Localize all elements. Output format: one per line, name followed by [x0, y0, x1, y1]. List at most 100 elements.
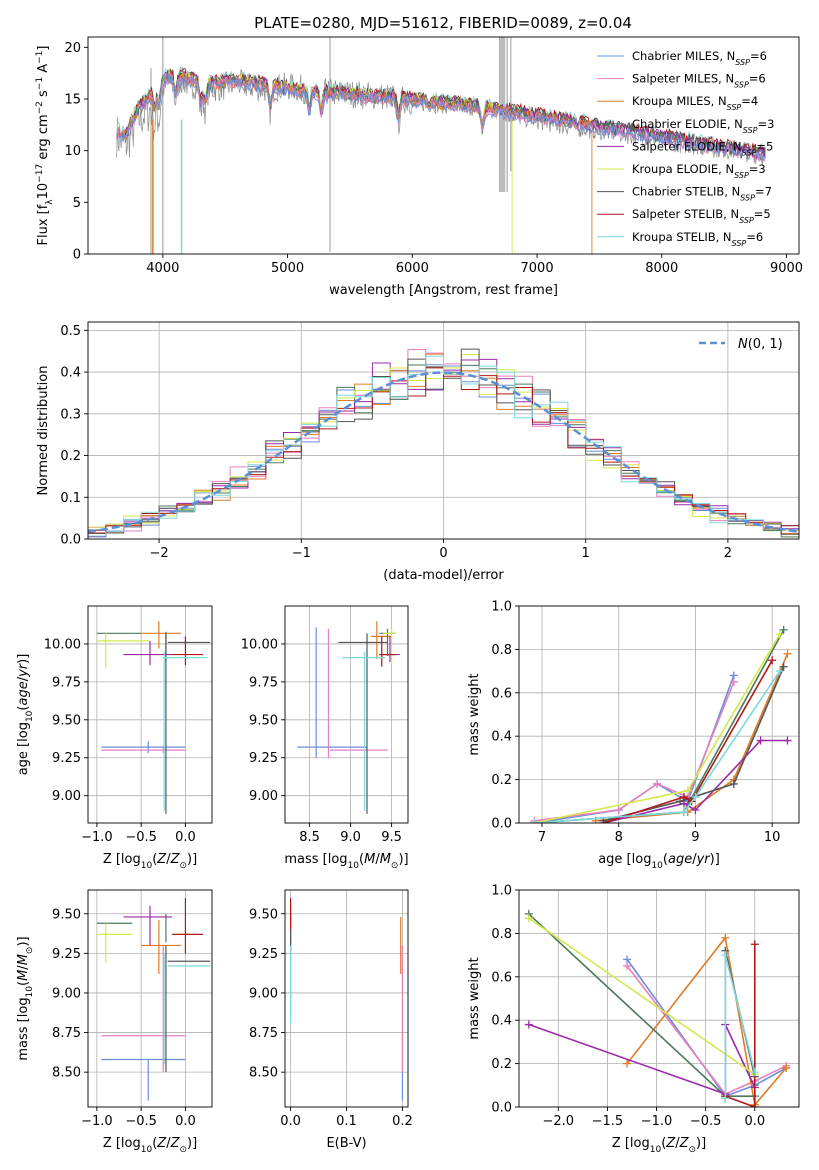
figure-title: PLATE=0280, MJD=51612, FIBERID=0089, z=0… [254, 14, 632, 32]
x-tick-label: 0.1 [336, 1114, 357, 1129]
y-tick-label: 9.50 [249, 713, 278, 728]
x-tick-label: 0.2 [392, 1114, 413, 1129]
legend-entry: Chabrier ELODIE, NSSP=3 [632, 117, 774, 135]
mass-weight-series-line [595, 653, 789, 822]
axes-frame [518, 605, 800, 824]
mass-weight-marker [750, 940, 759, 949]
y-tick-label: 9.25 [249, 947, 278, 962]
x-axis-label: Z [log10(Z/Z⊙)] [612, 1136, 706, 1155]
errorbar-point [297, 627, 367, 758]
y-tick-label: 9.25 [249, 751, 278, 766]
plot-area-mass-vs-EBV [289, 897, 404, 1101]
x-tick-label: 10 [764, 830, 781, 845]
mass-weight-marker [530, 819, 539, 823]
x-tick-label: 8000 [645, 261, 678, 276]
errorbar-point [96, 923, 133, 963]
y-tick-label: 8.50 [249, 1066, 278, 1081]
x-tick-label: 0 [439, 546, 447, 561]
y-tick-label: 0.8 [491, 643, 512, 658]
y-tick-label: 8.50 [52, 1066, 81, 1081]
x-tick-label: 5000 [271, 261, 304, 276]
y-tick-label: 0.2 [491, 773, 512, 788]
errorbar-point [101, 741, 186, 754]
y-tick-label: 0.3 [60, 407, 81, 422]
mass-weight-marker [782, 1063, 791, 1072]
x-axis-label: Z [log10(Z/Z⊙)] [103, 1136, 197, 1155]
errorbar-point [101, 1058, 186, 1101]
panel-residuals: −2 −1 0 1 2 0.0 0.1 0.2 0.3 0.4 0.5 (data-model)/er… [36, 321, 800, 583]
errorbar-point [327, 628, 388, 758]
errorbar-point [172, 897, 204, 954]
panel-massweight-vs-age: 7 8 9 10 0.0 0.2 0.4 0.6 0.8 1.0 age [log10(age/yr… [467, 600, 800, 871]
y-tick-label: 9.25 [52, 751, 81, 766]
y-tick-label: 1.0 [491, 884, 512, 899]
legend: Chabrier MILES, NSSP=6 Salpeter MILES, NS… [597, 49, 774, 247]
legend-entry: Salpeter MILES, NSSP=6 [632, 72, 766, 90]
mass-weight-marker [524, 914, 533, 923]
mass-weight-marker [691, 805, 700, 814]
y-axis-label: mass [log10(M/M⊙)] [16, 936, 35, 1060]
y-tick-label: 9.00 [52, 789, 81, 804]
panel-spectrum: 4000 5000 6000 7000 8000 9000 0 5 10 15 20 waveleng… [35, 36, 803, 298]
axes-frame [87, 605, 213, 824]
errorbar-point [101, 745, 186, 754]
mass-weight-marker [721, 951, 730, 960]
errorbar-point [379, 636, 396, 667]
mass-weight-marker [768, 656, 777, 665]
x-axis-label: E(B-V) [326, 1136, 366, 1151]
x-tick-label: 2 [724, 546, 732, 561]
mass-weight-marker [729, 779, 738, 788]
y-tick-label: 9.75 [52, 675, 81, 690]
y-tick-label: 5 [73, 196, 81, 211]
x-axis-label: mass [log10(M/M⊙)] [284, 852, 408, 871]
mass-weight-series-line [725, 944, 756, 1107]
mass-weight-marker [623, 1059, 632, 1068]
y-tick-label: 9.25 [52, 947, 81, 962]
x-tick-label: 8.5 [299, 830, 320, 845]
mass-weight-marker [614, 805, 623, 814]
y-tick-label: 0.0 [60, 533, 81, 548]
y-tick-label: 0.4 [491, 1014, 512, 1029]
plot-area-mass-vs-Z [96, 897, 211, 1101]
legend-entry: Salpeter ELODIE, NSSP=5 [632, 139, 773, 157]
mass-weight-series-line [626, 965, 787, 1095]
axes-frame [284, 605, 409, 824]
panel-massweight-vs-Z: −2.0 −1.5 −1.0 −0.5 0.0 0.0 0.2 0.4 0.6 0.8 1.0 Z [… [467, 884, 800, 1155]
y-tick-label: 0 [73, 248, 81, 263]
errorbar-point [123, 640, 173, 666]
panel-age-vs-Z: −1.0 −0.5 0.0 9.00 9.25 9.50 9.75 10.00 Z [log10… [16, 605, 213, 871]
errorbar-point [123, 905, 173, 946]
y-tick-label: 10.00 [241, 637, 278, 652]
x-tick-label: 9.5 [381, 830, 402, 845]
x-tick-label: −0.5 [125, 1114, 157, 1129]
mass-weight-series-line [528, 917, 756, 1076]
mass-weight-marker [779, 662, 788, 671]
y-tick-label: 9.50 [52, 907, 81, 922]
y-tick-label: 15 [64, 93, 81, 108]
mass-weight-marker [653, 779, 662, 788]
y-axis-label: age [log10(age/yr)] [16, 654, 35, 776]
x-tick-label: 7 [538, 830, 546, 845]
axes-frame [87, 889, 213, 1108]
x-tick-label: 0.0 [744, 1114, 765, 1129]
x-tick-label: −1.5 [592, 1114, 624, 1129]
x-tick-label: 9 [691, 830, 699, 845]
panel-age-vs-mass: 8.5 9.0 9.5 9.00 9.25 9.50 9.75 10.00 mass [log1… [241, 605, 409, 871]
mass-weight-marker [721, 933, 730, 942]
legend-entry: Salpeter STELIB, NSSP=5 [632, 207, 771, 225]
plot-area-age-vs-mass [297, 621, 400, 814]
x-axis-label: (data-model)/error [383, 568, 504, 583]
y-tick-label: 0.5 [60, 324, 81, 339]
model-spectrum-line [116, 72, 766, 163]
axes-frame [518, 889, 800, 1108]
x-axis-label: Z [log10(Z/Z⊙)] [103, 852, 197, 871]
y-tick-label: 1.0 [491, 600, 512, 615]
errorbar-point [165, 633, 211, 814]
x-tick-label: 7000 [521, 261, 554, 276]
y-tick-label: 0.8 [491, 927, 512, 942]
y-tick-label: 0.6 [491, 970, 512, 985]
errorbar-point [141, 621, 181, 649]
mass-weight-series-line [626, 958, 787, 1098]
x-tick-label: −1 [292, 546, 311, 561]
